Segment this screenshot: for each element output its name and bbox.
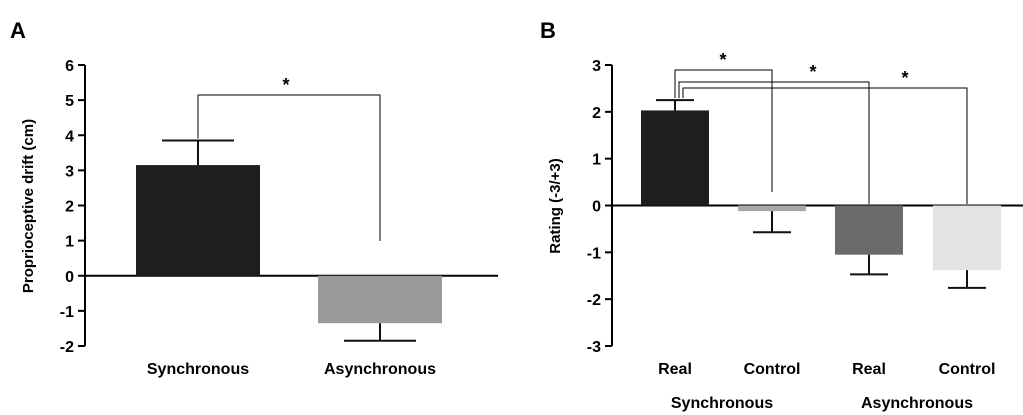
y-tick-label-a: 5 (65, 93, 74, 110)
bar-a (318, 275, 442, 324)
category-label-b: Real (658, 361, 692, 378)
y-tick-label-b: -2 (587, 292, 601, 309)
y-tick-label-b: 1 (592, 152, 601, 169)
panel-letter-a: A (10, 18, 26, 43)
y-tick-label-a: -1 (60, 304, 74, 321)
bar-b (641, 110, 709, 206)
y-tick-label-a: 6 (65, 58, 74, 75)
bar-b (933, 205, 1001, 271)
significance-bracket-b (678, 81, 870, 204)
y-tick-label-b: 0 (592, 199, 601, 216)
y-tick-label-a: 1 (65, 234, 74, 251)
category-label-a: Asynchronous (324, 361, 436, 378)
y-tick-label-b: 3 (592, 58, 601, 75)
group-label-synchronous: Synchronous (671, 395, 773, 412)
y-tick-label-a: 3 (65, 163, 74, 180)
chart-a: -2 -1 0 1 2 3 4 5 6 Synchronous Asynchronous * (60, 58, 498, 378)
category-label-b: Control (939, 361, 996, 378)
y-tick-label-a: 4 (65, 128, 74, 145)
y-tick-label-b: 2 (592, 105, 601, 122)
significance-bracket-b (682, 87, 968, 204)
panel-letter-b: B (540, 18, 556, 43)
significance-bracket-b (674, 69, 773, 192)
category-label-a: Synchronous (147, 361, 249, 378)
significance-star-b: * (809, 62, 816, 82)
significance-star-a: * (282, 75, 289, 95)
y-axis-label-a: Proprioceptive drift (cm) (20, 119, 37, 293)
y-tick-label-b: -3 (587, 339, 601, 356)
bar-a (136, 165, 260, 276)
significance-bracket-a (197, 94, 381, 241)
category-label-b: Real (852, 361, 886, 378)
y-tick-label-b: -1 (587, 245, 601, 262)
significance-star-b: * (901, 68, 908, 88)
category-label-b: Control (744, 361, 801, 378)
bar-b (738, 205, 806, 212)
bar-b (835, 205, 903, 255)
chart-b: -3 -2 -1 0 1 2 3 Real Control Real Control * * * (587, 50, 1023, 378)
y-tick-label-a: 0 (65, 269, 74, 286)
y-axis-label-b: Rating (-3/+3) (547, 158, 564, 253)
y-tick-label-a: 2 (65, 199, 74, 216)
group-label-asynchronous: Asynchronous (861, 395, 973, 412)
significance-star-b: * (719, 50, 726, 70)
y-tick-label-a: -2 (60, 339, 74, 356)
